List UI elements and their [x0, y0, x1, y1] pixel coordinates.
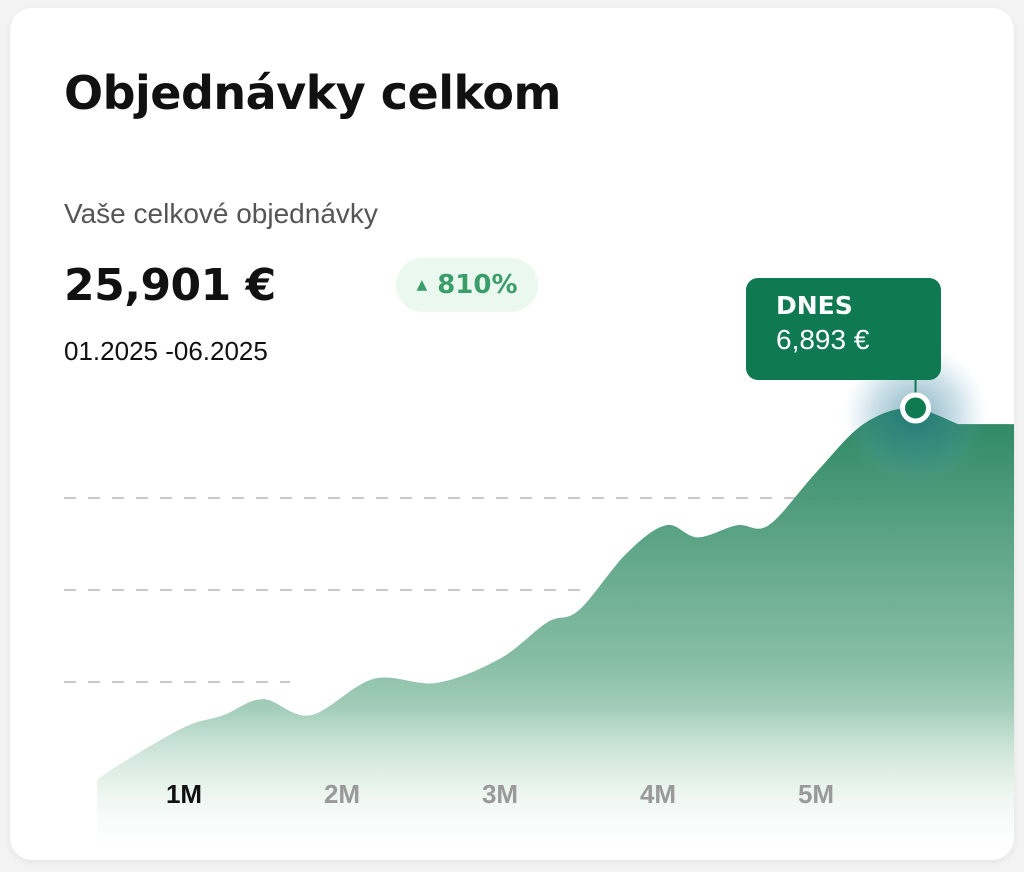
area-chart: 1M 2M 3M 4M 5M: [10, 344, 1014, 860]
x-tick-label: 2M: [324, 779, 360, 809]
card-title: Objednávky celkom: [64, 66, 561, 120]
x-tick-label: 5M: [798, 779, 834, 809]
triangle-up-icon: ▲: [416, 277, 428, 293]
card-subtitle: Vaše celkové objednávky: [64, 198, 378, 229]
tooltip-value: 6,893 €: [776, 324, 870, 355]
area-fade: [10, 708, 1014, 860]
tooltip-label: DNES: [776, 291, 853, 320]
highlight-point[interactable]: [900, 392, 932, 424]
x-tick-label: 4M: [640, 779, 676, 809]
today-tooltip: DNES 6,893 €: [746, 278, 941, 380]
x-tick-label: 1M: [166, 779, 202, 809]
change-value: 810%: [437, 270, 518, 300]
change-badge: ▲ 810%: [396, 258, 538, 312]
total-value: 25,901 €: [64, 260, 276, 311]
date-range: 01.2025 -06.2025: [64, 336, 268, 366]
x-tick-label: 3M: [482, 779, 518, 809]
orders-card: Objednávky celkom Vaše celkové objednávk…: [10, 8, 1014, 860]
